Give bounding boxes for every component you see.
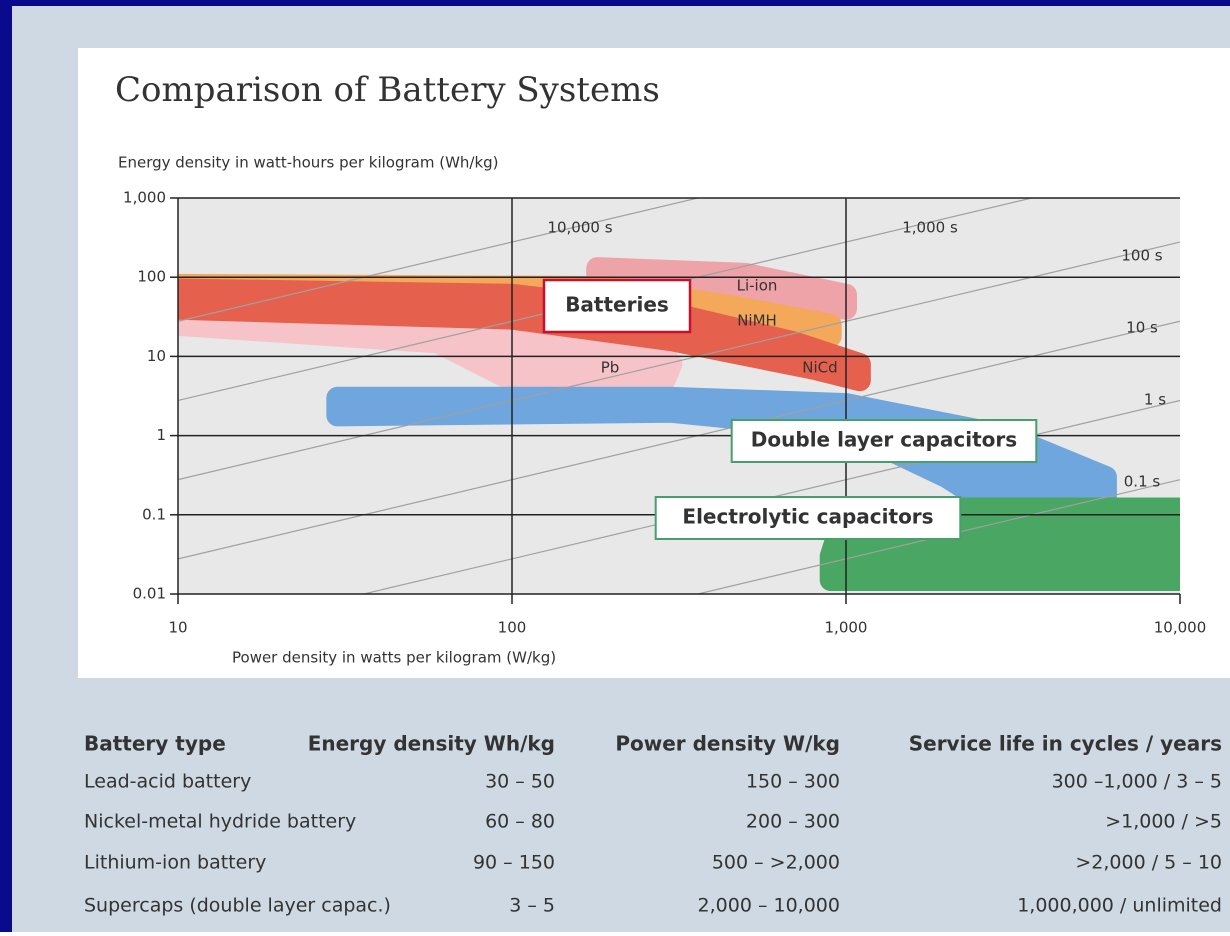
table: Battery type Energy density Wh/kg Power de…: [84, 732, 1222, 917]
time-line: [178, 198, 701, 322]
y-axis-label: Energy density in watt-hours per kilogra…: [118, 154, 499, 172]
table-cell: >2,000 / 5 – 10: [1075, 852, 1222, 874]
time-line-label: 1,000 s: [902, 219, 958, 237]
table-cell: >1,000 / >5: [1105, 811, 1222, 833]
labels: 10,000 s 1,000 s 100 s 10 s 1 s 0.1 s 0.01 0.1 1…: [123, 189, 1206, 637]
region-label-box: [654, 496, 962, 540]
table-cell: 60 – 80: [485, 811, 555, 833]
table-cell: 90 – 150: [473, 852, 555, 874]
table-cell: 1,000,000 / unlimited: [1017, 895, 1222, 917]
table-cell: 3 – 5: [509, 895, 555, 917]
region-label: NiMH: [737, 312, 777, 330]
table-cell: Lead-acid battery: [84, 771, 251, 793]
region-label: Electrolytic capacitors: [682, 505, 933, 529]
table-header: Energy density Wh/kg: [308, 732, 555, 756]
table-header: Battery type: [84, 732, 226, 756]
table-cell: 30 – 50: [485, 771, 555, 793]
time-line: [178, 241, 1180, 481]
time-line-label: 10 s: [1126, 319, 1158, 337]
x-tick-label: 10: [168, 619, 187, 637]
table-cell: Lithium-ion battery: [84, 852, 266, 874]
table-header: Service life in cycles / years: [909, 732, 1222, 756]
region-label: NiCd: [802, 359, 837, 377]
table-cell: 300 –1,000 / 3 – 5: [1052, 771, 1222, 793]
time-line-label: 100 s: [1121, 247, 1162, 265]
region-label-box: [730, 419, 1038, 463]
region-label: Pb: [601, 359, 620, 377]
table-header: Power density W/kg: [615, 732, 840, 756]
time-line-label: 0.1 s: [1124, 473, 1161, 491]
y-tick-label: 1: [156, 426, 166, 444]
time-line-label: 10,000 s: [547, 219, 612, 237]
y-tick-label: 100: [137, 268, 166, 286]
table-cell: Supercaps (double layer capac.): [84, 895, 391, 917]
x-tick-label: 10,000: [1154, 619, 1207, 637]
region-label: Li-ion: [737, 277, 778, 295]
chart-title: Comparison of Battery Systems: [115, 70, 660, 110]
table-cell: 500 – >2,000: [712, 852, 840, 874]
y-tick-label: 0.01: [133, 585, 166, 603]
y-tick-label: 10: [147, 347, 166, 365]
annotation-box: [542, 278, 692, 334]
time-line: [178, 320, 1180, 560]
table-cell: 200 – 300: [746, 811, 840, 833]
annotation: Batteries: [565, 293, 669, 317]
x-axis-label: Power density in watts per kilogram (W/k…: [232, 649, 556, 667]
x-tick-label: 100: [498, 619, 527, 637]
time-line-label: 1 s: [1144, 391, 1166, 409]
y-tick-label: 1,000: [123, 189, 166, 207]
table-cell: 2,000 – 10,000: [698, 895, 840, 917]
table-cell: 150 – 300: [746, 771, 840, 793]
y-tick-label: 0.1: [142, 505, 166, 523]
region-label: Double layer capacitors: [751, 428, 1017, 452]
x-tick-label: 1,000: [825, 619, 868, 637]
time-line: [695, 479, 1180, 594]
table-cell: Nickel-metal hydride battery: [84, 811, 356, 833]
